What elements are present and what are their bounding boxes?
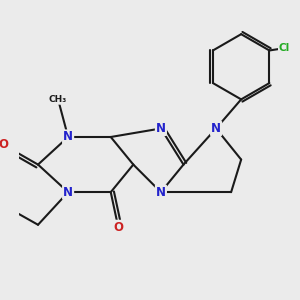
Text: O: O [0, 138, 8, 151]
Text: O: O [113, 221, 123, 234]
Text: Cl: Cl [279, 43, 290, 53]
Text: N: N [63, 130, 73, 143]
Text: N: N [156, 186, 166, 199]
Text: CH₃: CH₃ [49, 95, 67, 104]
Text: N: N [156, 122, 166, 135]
Text: N: N [211, 122, 221, 135]
Text: N: N [63, 186, 73, 199]
